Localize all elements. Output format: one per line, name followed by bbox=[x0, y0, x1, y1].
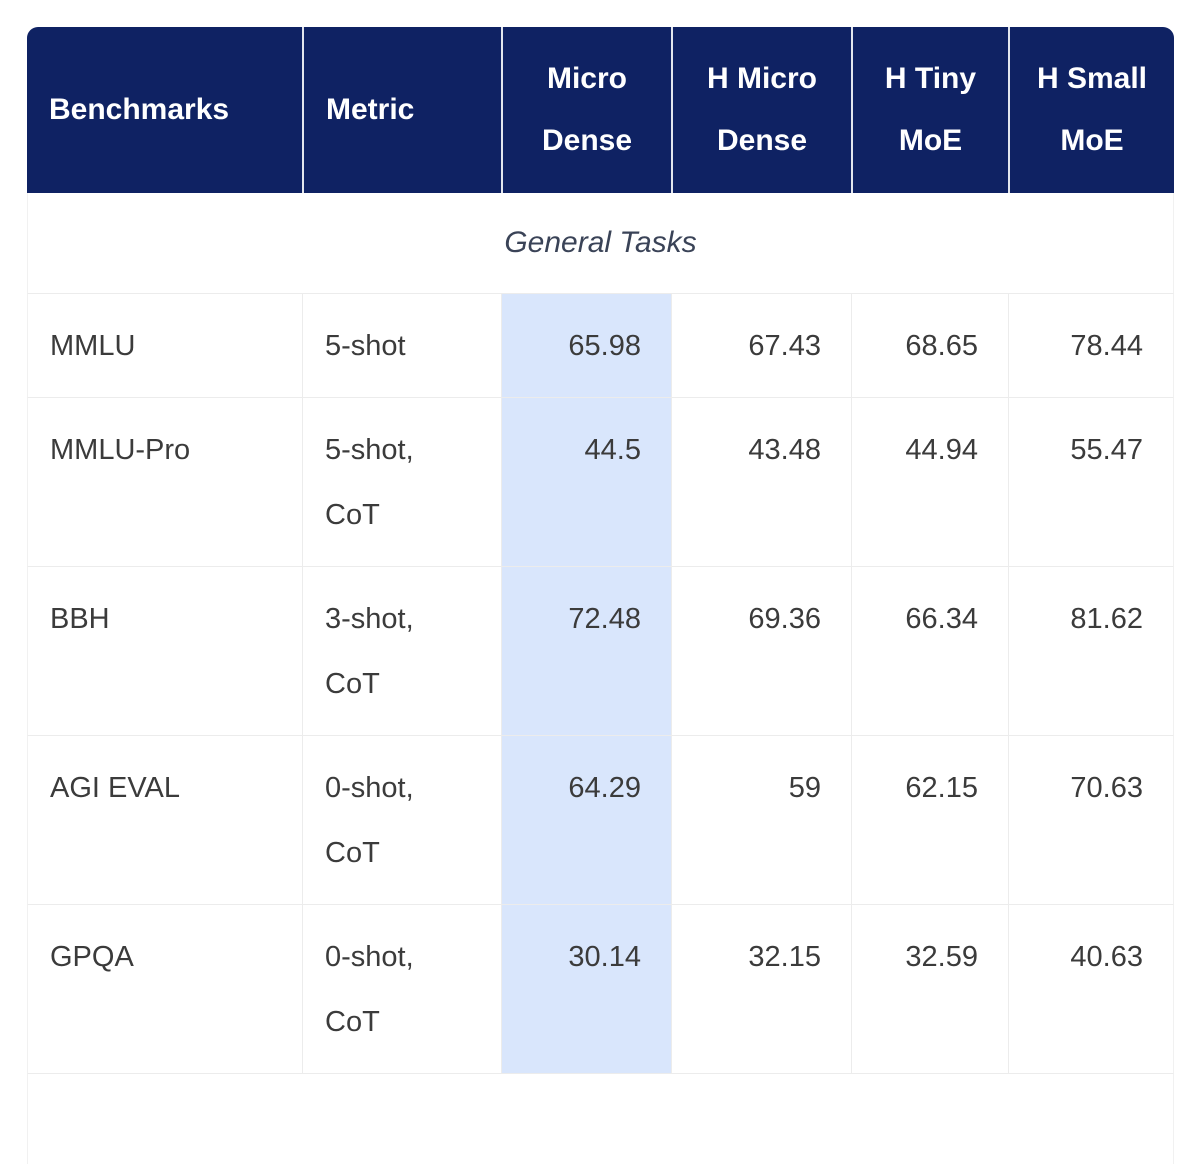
table-row-gpqa: GPQA 0-shot, CoT 30.14 32.15 32.59 40.63 bbox=[27, 905, 1174, 1074]
score-cell-h-micro-dense: 67.43 bbox=[671, 294, 851, 398]
table-row-mmlu-pro: MMLU-Pro 5-shot, CoT 44.5 43.48 44.94 55… bbox=[27, 398, 1174, 567]
table-row-mmlu: MMLU 5-shot 65.98 67.43 68.65 78.44 bbox=[27, 294, 1174, 398]
score-cell-h-small-moe: 78.44 bbox=[1008, 294, 1174, 398]
column-header-metric: Metric bbox=[302, 27, 501, 193]
score-cell-h-small-moe: 55.47 bbox=[1008, 398, 1174, 567]
column-header-micro-dense: Micro Dense bbox=[501, 27, 671, 193]
table-row-agi-eval: AGI EVAL 0-shot, CoT 64.29 59 62.15 70.6… bbox=[27, 736, 1174, 905]
column-header-h-small-moe: H Small MoE bbox=[1008, 27, 1174, 193]
benchmark-name-cell: AGI EVAL bbox=[27, 736, 302, 905]
score-cell-h-tiny-moe: 32.59 bbox=[851, 905, 1008, 1074]
metric-cell: 3-shot, CoT bbox=[302, 567, 501, 736]
section-label: General Tasks bbox=[27, 193, 1174, 294]
score-cell-h-micro-dense: 43.48 bbox=[671, 398, 851, 567]
score-cell-h-tiny-moe: 66.34 bbox=[851, 567, 1008, 736]
column-header-benchmarks: Benchmarks bbox=[27, 27, 302, 193]
benchmark-name-cell: GPQA bbox=[27, 905, 302, 1074]
metric-cell: 5-shot, CoT bbox=[302, 398, 501, 567]
score-cell-h-tiny-moe: 68.65 bbox=[851, 294, 1008, 398]
score-cell-h-micro-dense: 69.36 bbox=[671, 567, 851, 736]
column-header-h-tiny-moe: H Tiny MoE bbox=[851, 27, 1008, 193]
next-section-row-partial bbox=[27, 1074, 1174, 1164]
benchmark-name-cell: MMLU-Pro bbox=[27, 398, 302, 567]
score-cell-h-micro-dense: 32.15 bbox=[671, 905, 851, 1074]
metric-cell: 0-shot, CoT bbox=[302, 905, 501, 1074]
score-cell-micro-dense: 44.5 bbox=[501, 398, 671, 567]
score-cell-h-small-moe: 70.63 bbox=[1008, 736, 1174, 905]
section-row-general-tasks: General Tasks bbox=[27, 193, 1174, 294]
benchmark-name-cell: MMLU bbox=[27, 294, 302, 398]
score-cell-micro-dense: 65.98 bbox=[501, 294, 671, 398]
score-cell-h-tiny-moe: 62.15 bbox=[851, 736, 1008, 905]
table-row-bbh: BBH 3-shot, CoT 72.48 69.36 66.34 81.62 bbox=[27, 567, 1174, 736]
benchmark-name-cell: BBH bbox=[27, 567, 302, 736]
score-cell-h-tiny-moe: 44.94 bbox=[851, 398, 1008, 567]
score-cell-h-micro-dense: 59 bbox=[671, 736, 851, 905]
benchmark-table-container: Benchmarks Metric Micro Dense H Micro De… bbox=[27, 27, 1174, 1164]
score-cell-h-small-moe: 81.62 bbox=[1008, 567, 1174, 736]
score-cell-micro-dense: 72.48 bbox=[501, 567, 671, 736]
next-section-placeholder bbox=[27, 1074, 1174, 1164]
score-cell-micro-dense: 64.29 bbox=[501, 736, 671, 905]
metric-cell: 0-shot, CoT bbox=[302, 736, 501, 905]
benchmark-results-table: Benchmarks Metric Micro Dense H Micro De… bbox=[27, 27, 1174, 1164]
header-row: Benchmarks Metric Micro Dense H Micro De… bbox=[27, 27, 1174, 193]
metric-cell: 5-shot bbox=[302, 294, 501, 398]
score-cell-micro-dense: 30.14 bbox=[501, 905, 671, 1074]
score-cell-h-small-moe: 40.63 bbox=[1008, 905, 1174, 1074]
column-header-h-micro-dense: H Micro Dense bbox=[671, 27, 851, 193]
